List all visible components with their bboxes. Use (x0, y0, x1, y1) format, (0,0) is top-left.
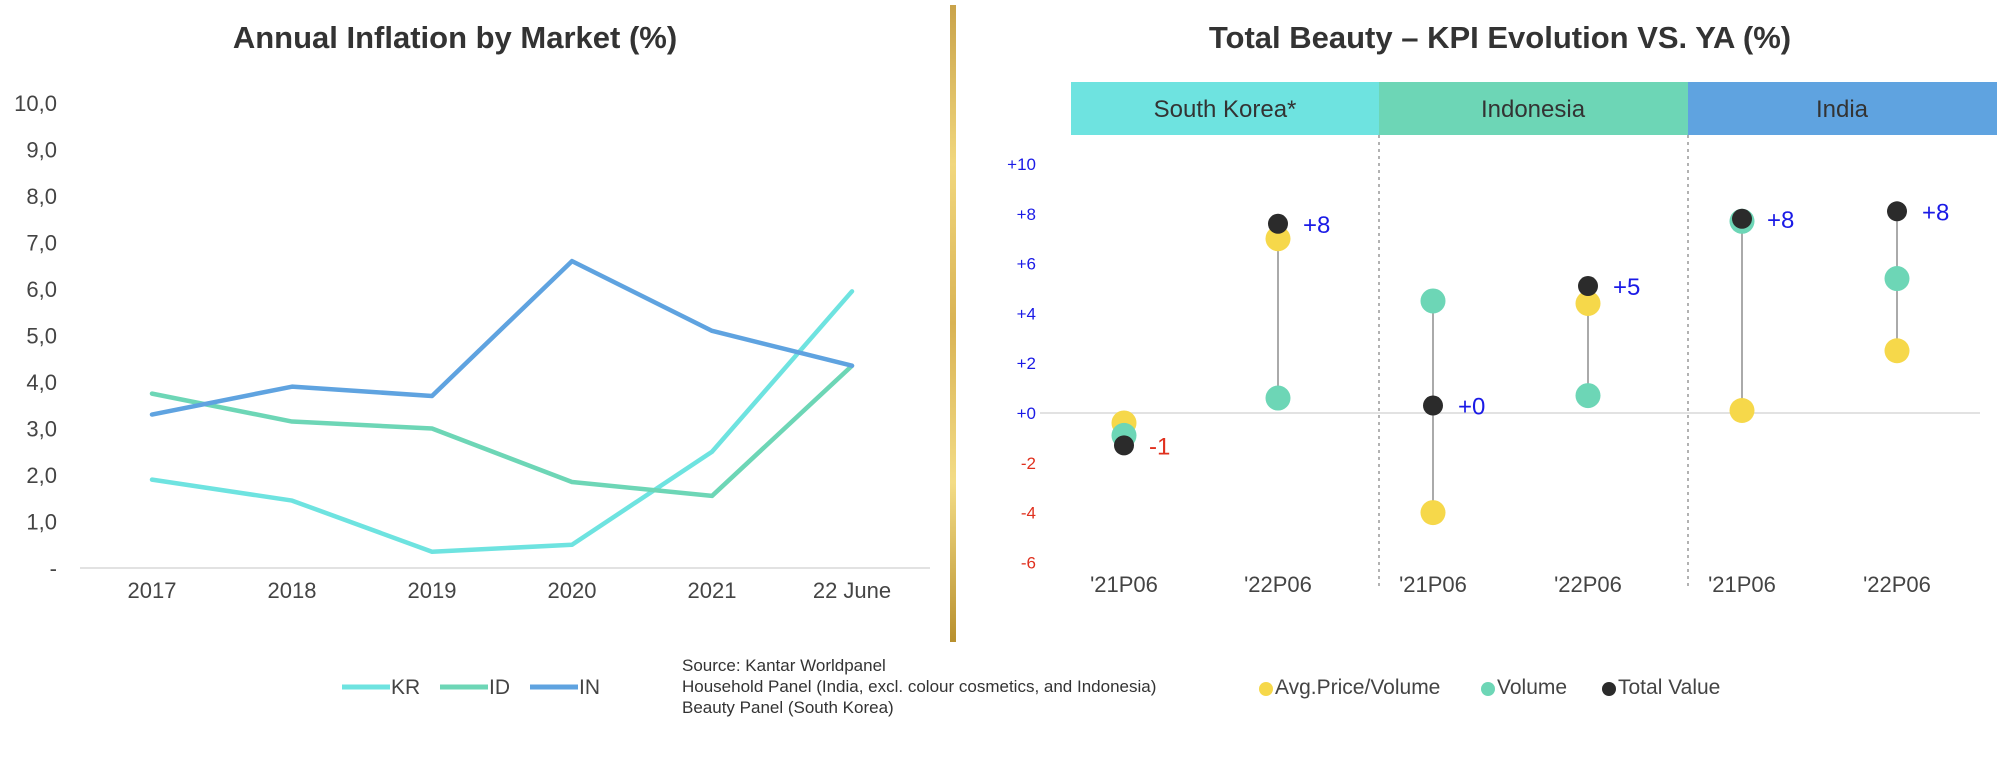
kpi-value-label: +5 (1613, 274, 1640, 301)
inflation-y-tick-label: 9,0 (26, 138, 57, 163)
market-header-3 (1688, 82, 1997, 135)
inflation-x-tick-label: 2019 (408, 578, 457, 603)
inflation-x-tick-label: 2020 (548, 578, 597, 603)
kpi-point-volume (1420, 288, 1446, 314)
kpi-point-total-value (1732, 208, 1752, 229)
inflation-chart-title: Annual Inflation by Market (%) (233, 20, 677, 55)
kpi-y-tick-label: -6 (1021, 553, 1036, 572)
kpi-point-avg-price (1575, 290, 1601, 316)
kpi-y-tick-label: +8 (1017, 205, 1036, 224)
kpi-y-tick-label: +10 (1007, 155, 1036, 174)
kpi-point-avg-price (1884, 338, 1910, 364)
legend-kr-label: KR (391, 676, 420, 699)
inflation-y-tick-label: - (50, 556, 57, 581)
kpi-x-tick-label: '22P06 (1244, 572, 1312, 597)
legend-id-label: ID (489, 676, 510, 699)
kpi-points: -1 +8 +0 +5 +8 +8 (1111, 199, 1949, 526)
inflation-y-tick-label: 8,0 (26, 184, 57, 209)
inflation-line-in (149, 258, 855, 417)
market-header-label: India (1816, 96, 1869, 123)
legend-total-value-label: Total Value (1618, 676, 1720, 699)
inflation-line-id (149, 363, 855, 499)
kpi-point-total-value (1268, 213, 1288, 234)
legend-avg-price-label: Avg.Price/Volume (1275, 676, 1440, 699)
kpi-x-tick-label: '21P06 (1708, 572, 1776, 597)
kpi-chart-title: Total Beauty – KPI Evolution VS. YA (%) (1209, 20, 1791, 55)
market-headers: South Korea* Indonesia India (1071, 82, 1997, 135)
market-header-label: South Korea* (1154, 96, 1297, 123)
kpi-x-tick-label: '21P06 (1399, 572, 1467, 597)
kpi-value-label: +8 (1922, 199, 1949, 226)
kpi-y-tick-label: +4 (1017, 304, 1036, 323)
kpi-point-volume (1884, 266, 1910, 292)
kpi-value-label: -1 (1149, 433, 1170, 460)
inflation-y-tick-label: 5,0 (26, 324, 57, 349)
source-line-3: Beauty Panel (South Korea) (682, 698, 894, 717)
legend-volume-dot (1481, 682, 1495, 696)
inflation-y-tick-label: 4,0 (26, 370, 57, 395)
legend-avg-price-dot (1259, 682, 1273, 696)
inflation-y-tick-label: 3,0 (26, 417, 57, 442)
market-header-1 (1071, 82, 1380, 135)
kpi-value-label: +8 (1767, 207, 1794, 234)
legend-total-value-dot (1602, 682, 1616, 696)
kpi-y-tick-label: -2 (1021, 454, 1036, 473)
inflation-x-axis: 2017 2018 2019 2020 2021 22 June (128, 578, 892, 603)
kpi-y-tick-label: -4 (1021, 504, 1036, 523)
kpi-point-avg-price (1265, 226, 1291, 252)
inflation-x-tick-label: 22 June (813, 578, 891, 603)
market-header-label: Indonesia (1481, 96, 1586, 123)
gold-divider (950, 5, 956, 642)
kpi-x-axis: '21P06 '22P06 '21P06 '22P06 '21P06 '22P06 (1090, 572, 1931, 597)
source-note: Source: Kantar Worldpanel Household Pane… (682, 656, 1156, 717)
kpi-point-total-value (1578, 276, 1598, 297)
market-header-2 (1379, 82, 1688, 135)
inflation-y-tick-label: 1,0 (26, 510, 57, 535)
inflation-x-tick-label: 2017 (128, 578, 177, 603)
inflation-y-tick-label: 2,0 (26, 463, 57, 488)
legend-volume-label: Volume (1497, 676, 1567, 699)
source-line-2: Household Panel (India, excl. colour cos… (682, 677, 1156, 696)
kpi-x-tick-label: '22P06 (1554, 572, 1622, 597)
kpi-point-total-value (1114, 435, 1134, 456)
kpi-point-avg-price (1729, 398, 1755, 424)
kpi-value-label: +0 (1458, 394, 1485, 421)
kpi-y-tick-label: +0 (1017, 404, 1036, 423)
kpi-y-tick-label: +2 (1017, 354, 1036, 373)
source-line-1: Source: Kantar Worldpanel (682, 656, 886, 675)
inflation-y-tick-label: 7,0 (26, 231, 57, 256)
inflation-series-lines (149, 258, 855, 554)
kpi-point-total-value (1423, 395, 1443, 416)
kpi-x-tick-label: '21P06 (1090, 572, 1158, 597)
inflation-x-tick-label: 2018 (268, 578, 317, 603)
kpi-point-avg-price (1420, 500, 1446, 526)
kpi-value-label: +8 (1303, 212, 1330, 239)
kpi-point-total-value (1887, 201, 1907, 222)
inflation-y-tick-label: 10,0 (14, 91, 57, 116)
inflation-y-axis: - 1,0 2,0 3,0 4,0 5,0 6,0 7,0 8,0 9,0 10,0 (14, 91, 57, 581)
legend-in-label: IN (579, 676, 600, 699)
kpi-point-volume (1575, 383, 1601, 409)
inflation-line-kr (149, 289, 855, 554)
inflation-legend: KR ID IN (342, 676, 600, 699)
inflation-x-tick-label: 2021 (688, 578, 737, 603)
kpi-x-tick-label: '22P06 (1863, 572, 1931, 597)
kpi-legend: Avg.Price/Volume Volume Total Value (1259, 676, 1720, 699)
kpi-point-volume (1265, 385, 1291, 411)
inflation-y-tick-label: 6,0 (26, 277, 57, 302)
kpi-y-tick-label: +6 (1017, 255, 1036, 274)
kpi-y-axis: +10 +8 +6 +4 +2 +0 -2 -4 -6 (1007, 155, 1036, 572)
